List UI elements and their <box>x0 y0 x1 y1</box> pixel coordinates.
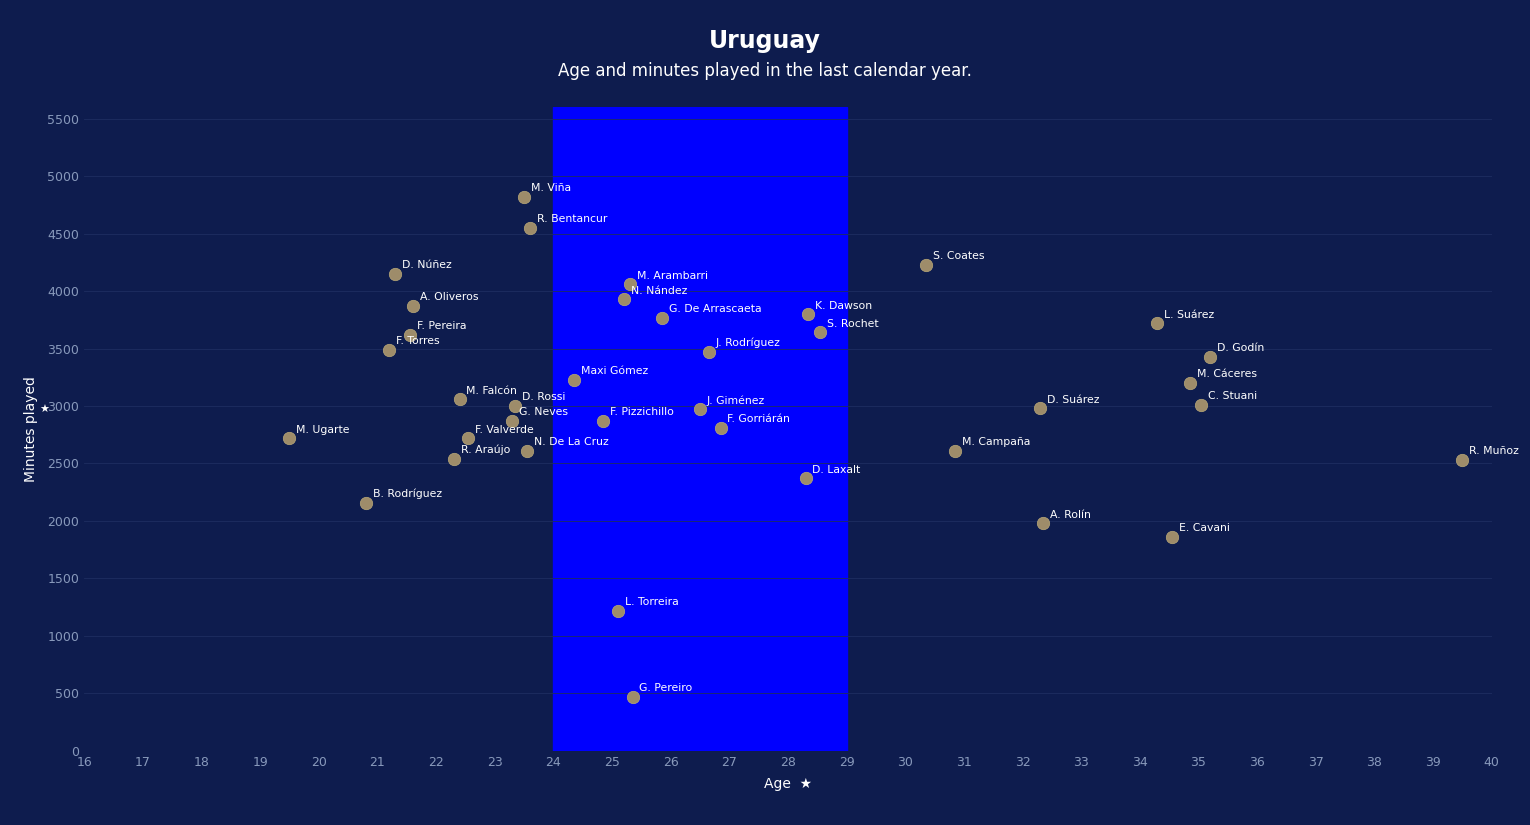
Point <box>1178 376 1203 389</box>
Point <box>1160 530 1184 544</box>
Text: S. Coates: S. Coates <box>933 251 984 262</box>
Point <box>696 346 721 359</box>
Bar <box>554 107 846 751</box>
Text: ★: ★ <box>40 405 50 415</box>
Text: D. Rossi: D. Rossi <box>522 393 566 403</box>
Point <box>796 308 820 321</box>
Text: S. Rochet: S. Rochet <box>828 319 878 329</box>
Point <box>618 278 643 291</box>
Point <box>511 191 536 204</box>
Point <box>382 267 407 280</box>
Text: G. De Arrascaeta: G. De Arrascaeta <box>669 304 762 314</box>
Point <box>277 431 301 445</box>
Text: L. Torreira: L. Torreira <box>624 597 679 607</box>
Point <box>503 399 528 412</box>
Text: E. Cavani: E. Cavani <box>1180 523 1230 534</box>
Point <box>620 691 644 704</box>
Point <box>808 326 832 339</box>
Point <box>591 414 615 427</box>
Point <box>606 604 630 617</box>
Point <box>1028 402 1053 415</box>
Text: R. Muñoz: R. Muñoz <box>1469 446 1519 456</box>
Text: M. Cáceres: M. Cáceres <box>1196 370 1256 380</box>
Text: J. Giménez: J. Giménez <box>707 395 765 406</box>
Text: R. Bentancur: R. Bentancur <box>537 214 607 224</box>
Text: Uruguay: Uruguay <box>708 29 822 53</box>
Point <box>1031 516 1056 530</box>
Text: M. Campaña: M. Campaña <box>962 437 1030 447</box>
Text: A. Rolín: A. Rolín <box>1050 510 1091 520</box>
Text: G. Neves: G. Neves <box>519 408 568 417</box>
Point <box>517 221 542 234</box>
Text: D. Laxalt: D. Laxalt <box>812 464 861 475</box>
Text: F. Pereira: F. Pereira <box>416 321 467 331</box>
Text: M. Ugarte: M. Ugarte <box>297 425 350 435</box>
Text: M. Arambarri: M. Arambarri <box>636 271 707 281</box>
Text: B. Rodríguez: B. Rodríguez <box>373 488 442 499</box>
Point <box>942 444 967 457</box>
Text: C. Stuani: C. Stuani <box>1209 391 1258 401</box>
Point <box>650 311 675 324</box>
Point <box>687 403 711 416</box>
Text: R. Araújo: R. Araújo <box>461 445 509 455</box>
Text: M. Viña: M. Viña <box>531 183 571 193</box>
Point <box>1144 317 1169 330</box>
Text: K. Dawson: K. Dawson <box>815 300 872 310</box>
Point <box>612 293 636 306</box>
Text: N. De La Cruz: N. De La Cruz <box>534 437 609 447</box>
Text: D. Núñez: D. Núñez <box>402 261 451 271</box>
Text: Maxi Gómez: Maxi Gómez <box>581 366 649 376</box>
Text: J. Rodríguez: J. Rodríguez <box>716 338 780 348</box>
Point <box>708 422 733 435</box>
Point <box>562 373 586 386</box>
Point <box>442 452 467 465</box>
Text: G. Pereiro: G. Pereiro <box>640 683 693 693</box>
Point <box>456 431 480 445</box>
Point <box>376 343 401 356</box>
Point <box>398 328 422 342</box>
Text: Minutes played: Minutes played <box>23 376 38 482</box>
Text: N. Nández: N. Nández <box>630 285 687 295</box>
Point <box>353 496 378 509</box>
Point <box>794 472 819 485</box>
Text: L. Suárez: L. Suárez <box>1164 309 1215 320</box>
Point <box>1198 350 1222 363</box>
Text: F. Torres: F. Torres <box>396 336 439 346</box>
Text: D. Godín: D. Godín <box>1218 343 1264 353</box>
X-axis label: Age  ★: Age ★ <box>763 777 812 791</box>
Text: A. Oliveros: A. Oliveros <box>419 293 477 303</box>
Point <box>1189 398 1213 412</box>
Text: F. Gorriárán: F. Gorriárán <box>727 414 791 424</box>
Point <box>500 414 525 427</box>
Point <box>913 258 938 271</box>
Point <box>1450 454 1475 467</box>
Point <box>447 393 471 406</box>
Text: F. Valverde: F. Valverde <box>476 425 534 435</box>
Point <box>401 299 425 313</box>
Point <box>514 444 539 457</box>
Text: F. Pizzichillo: F. Pizzichillo <box>610 408 675 417</box>
Text: D. Suárez: D. Suárez <box>1047 394 1100 405</box>
Text: Age and minutes played in the last calendar year.: Age and minutes played in the last calen… <box>558 62 972 80</box>
Text: M. Falcón: M. Falcón <box>467 385 517 395</box>
